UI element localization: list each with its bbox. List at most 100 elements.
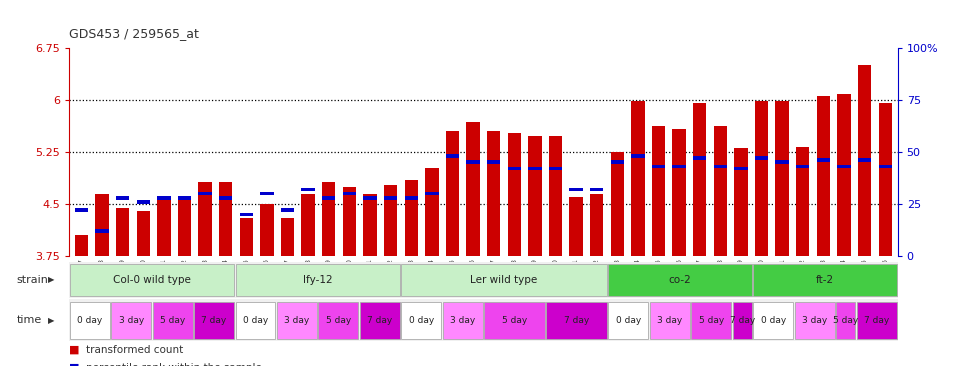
Text: ft-2: ft-2 bbox=[816, 275, 834, 285]
Text: 7 day: 7 day bbox=[864, 316, 890, 325]
Bar bbox=[836, 302, 855, 339]
Bar bbox=[796, 165, 809, 168]
Bar bbox=[157, 198, 171, 256]
Bar bbox=[817, 96, 830, 256]
Text: Ler wild type: Ler wild type bbox=[470, 275, 538, 285]
Bar bbox=[713, 165, 727, 168]
Bar bbox=[277, 302, 317, 339]
Text: 3 day: 3 day bbox=[119, 316, 144, 325]
Bar bbox=[136, 200, 150, 204]
Bar bbox=[632, 101, 644, 256]
Bar bbox=[590, 187, 604, 191]
Text: percentile rank within the sample: percentile rank within the sample bbox=[86, 363, 262, 366]
Bar bbox=[484, 302, 544, 339]
Bar bbox=[878, 103, 892, 256]
Bar bbox=[652, 165, 665, 168]
Bar bbox=[878, 165, 892, 168]
Text: 3 day: 3 day bbox=[803, 316, 828, 325]
Bar bbox=[796, 147, 809, 256]
Bar bbox=[817, 158, 830, 162]
Text: GDS453 / 259565_at: GDS453 / 259565_at bbox=[69, 27, 199, 40]
Text: 3 day: 3 day bbox=[284, 316, 309, 325]
Text: 7 day: 7 day bbox=[202, 316, 227, 325]
Bar bbox=[219, 182, 232, 256]
Bar bbox=[609, 302, 648, 339]
Bar bbox=[693, 156, 707, 160]
Bar bbox=[569, 187, 583, 191]
Bar bbox=[425, 168, 439, 256]
Bar bbox=[136, 211, 150, 256]
Bar bbox=[858, 65, 872, 256]
Bar bbox=[240, 218, 253, 256]
Text: 0 day: 0 day bbox=[760, 316, 786, 325]
Bar bbox=[508, 133, 521, 256]
Bar bbox=[754, 302, 793, 339]
Bar bbox=[323, 196, 335, 200]
Text: strain: strain bbox=[16, 275, 48, 285]
Bar bbox=[363, 194, 376, 256]
Bar bbox=[319, 302, 358, 339]
Bar bbox=[487, 160, 500, 164]
Bar bbox=[546, 302, 607, 339]
Bar bbox=[194, 302, 234, 339]
Bar bbox=[343, 187, 356, 256]
Bar bbox=[611, 160, 624, 164]
Bar bbox=[755, 101, 768, 256]
Bar bbox=[776, 101, 789, 256]
Bar bbox=[404, 196, 418, 200]
Bar bbox=[281, 208, 295, 212]
Text: ■: ■ bbox=[69, 345, 80, 355]
Text: 5 day: 5 day bbox=[502, 316, 527, 325]
Text: ▶: ▶ bbox=[48, 316, 55, 325]
Bar bbox=[157, 196, 171, 200]
Bar bbox=[467, 160, 480, 164]
Bar bbox=[528, 167, 541, 171]
Bar bbox=[70, 302, 109, 339]
Bar bbox=[549, 136, 563, 256]
Bar bbox=[404, 180, 418, 256]
Bar bbox=[693, 103, 707, 256]
Text: 5 day: 5 day bbox=[325, 316, 351, 325]
Text: 5 day: 5 day bbox=[833, 316, 858, 325]
Bar bbox=[95, 194, 108, 256]
Bar bbox=[528, 136, 541, 256]
Bar bbox=[401, 302, 441, 339]
Bar bbox=[240, 213, 253, 216]
Text: lfy-12: lfy-12 bbox=[302, 275, 332, 285]
Text: 7 day: 7 day bbox=[367, 316, 393, 325]
Bar bbox=[445, 154, 459, 158]
Bar bbox=[713, 126, 727, 256]
Text: ▶: ▶ bbox=[48, 276, 55, 284]
Bar bbox=[235, 302, 276, 339]
Bar bbox=[734, 149, 748, 256]
Bar bbox=[343, 192, 356, 195]
Bar bbox=[425, 192, 439, 195]
Text: ■: ■ bbox=[69, 363, 80, 366]
Bar bbox=[95, 229, 108, 233]
Bar bbox=[70, 264, 234, 296]
Text: 0 day: 0 day bbox=[243, 316, 268, 325]
Bar bbox=[384, 184, 397, 256]
Bar bbox=[755, 156, 768, 160]
Text: 0 day: 0 day bbox=[77, 316, 103, 325]
Text: 7 day: 7 day bbox=[730, 316, 755, 325]
Bar bbox=[360, 302, 399, 339]
Text: 0 day: 0 day bbox=[615, 316, 641, 325]
Bar bbox=[858, 158, 872, 162]
Bar bbox=[776, 160, 789, 164]
Bar bbox=[199, 192, 212, 195]
Bar bbox=[754, 264, 897, 296]
Bar bbox=[178, 196, 191, 200]
Text: 7 day: 7 day bbox=[564, 316, 589, 325]
Bar bbox=[260, 192, 274, 195]
Bar bbox=[734, 167, 748, 171]
Bar bbox=[857, 302, 897, 339]
Bar bbox=[323, 182, 335, 256]
Bar bbox=[467, 122, 480, 256]
Bar bbox=[301, 187, 315, 191]
Bar bbox=[549, 167, 563, 171]
Text: 5 day: 5 day bbox=[160, 316, 185, 325]
Text: 0 day: 0 day bbox=[409, 316, 434, 325]
Bar bbox=[691, 302, 732, 339]
Bar bbox=[75, 208, 88, 212]
